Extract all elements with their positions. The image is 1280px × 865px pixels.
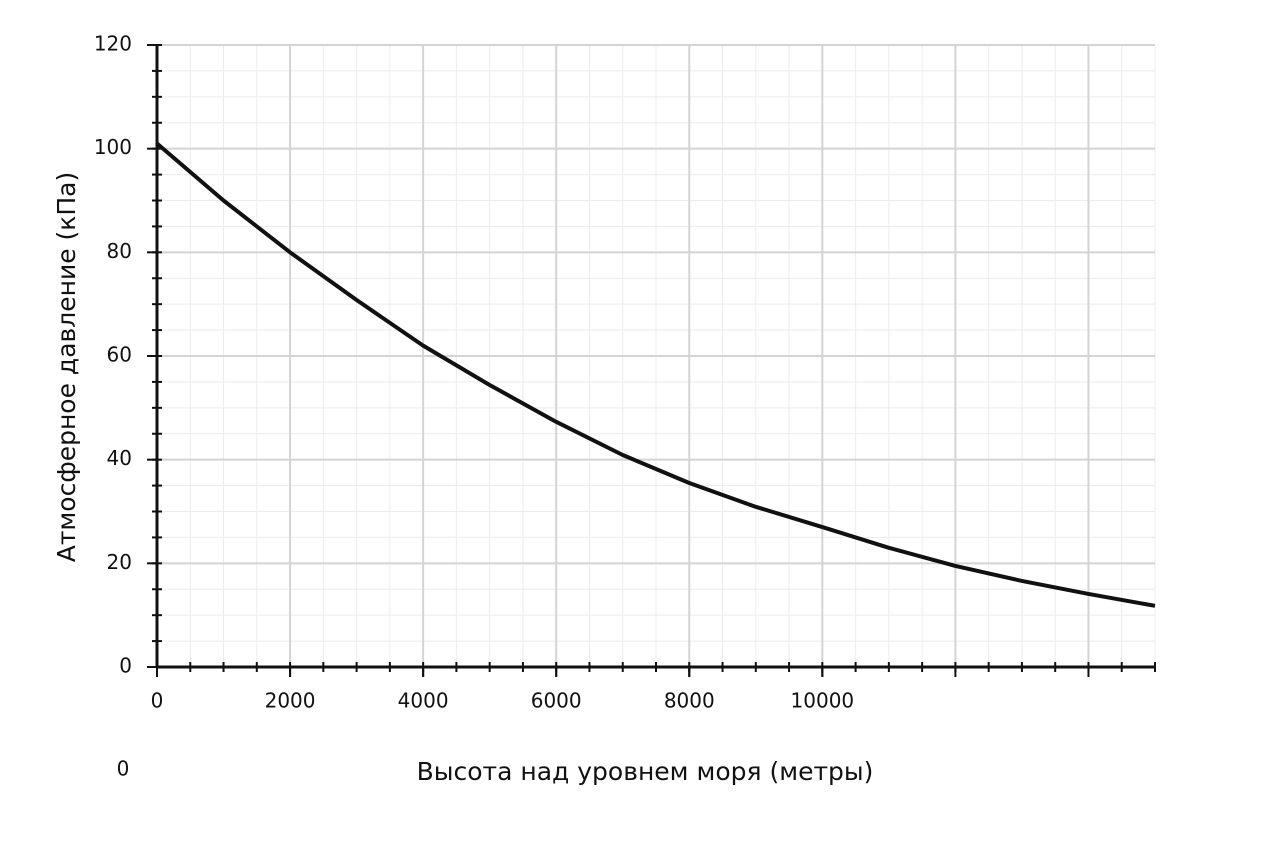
line <box>155 141 1156 608</box>
y-axis-label: Атмосферное давление (кПа) <box>52 172 81 563</box>
y-tick-label: 60 <box>107 343 132 367</box>
x-tick-label: 10000 <box>791 689 855 713</box>
y-tick-label: 20 <box>107 550 132 574</box>
footnote: 0 <box>117 757 130 781</box>
x-tick-label: 0 <box>151 689 164 713</box>
y-tick-label: 120 <box>94 32 132 56</box>
x-axis-label: Высота над уровнем моря (метры) <box>417 757 874 786</box>
x-tick-label: 6000 <box>531 689 582 713</box>
x-tick-label: 2000 <box>265 689 316 713</box>
x-tick-label: 8000 <box>664 689 715 713</box>
y-tick-label: 0 <box>119 654 132 678</box>
y-tick-label: 40 <box>107 446 132 470</box>
y-tick-label: 80 <box>107 239 132 263</box>
x-tick-label: 4000 <box>398 689 449 713</box>
y-tick-label: 100 <box>94 135 132 159</box>
